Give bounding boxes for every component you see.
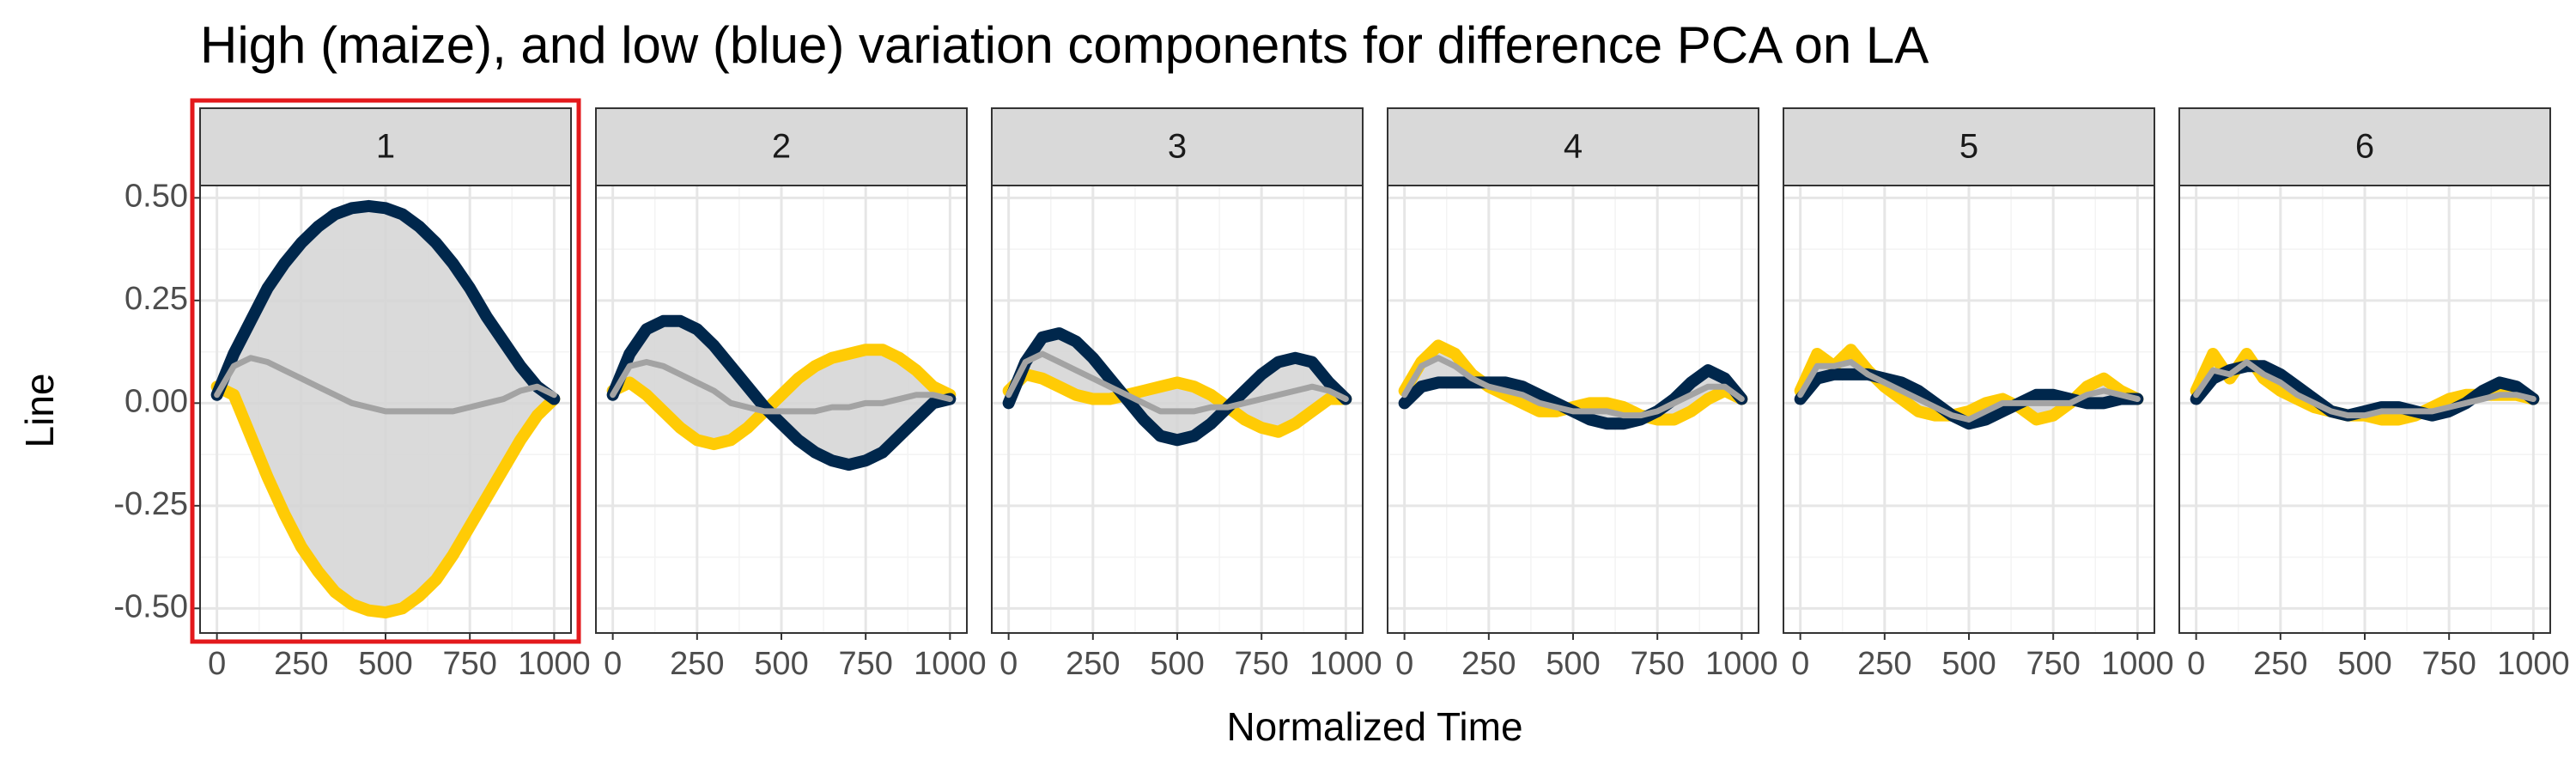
facet-strip bbox=[2178, 107, 2551, 186]
series-line bbox=[1002, 327, 1352, 447]
x-tick-label: 250 bbox=[1461, 646, 1516, 682]
x-tick-label: 1000 bbox=[1705, 646, 1778, 682]
chart-title: High (maize), and low (blue) variation c… bbox=[200, 16, 1929, 74]
series-line bbox=[1005, 350, 1349, 415]
x-tick-label: 500 bbox=[1150, 646, 1204, 682]
series-line bbox=[210, 199, 561, 405]
series-line bbox=[1401, 355, 1745, 419]
x-tick-label: 0 bbox=[1395, 646, 1413, 682]
facet-label: 1 bbox=[376, 128, 395, 166]
series-line bbox=[210, 380, 561, 619]
ribbon bbox=[612, 320, 951, 466]
x-tick-label: 1000 bbox=[1309, 646, 1382, 682]
series-line bbox=[606, 344, 957, 451]
facet-strip bbox=[991, 107, 1364, 186]
x-tick-label: 0 bbox=[604, 646, 622, 682]
x-tick-label: 250 bbox=[1857, 646, 1911, 682]
x-tick-label: 0 bbox=[208, 646, 226, 682]
x-tick-label: 500 bbox=[1546, 646, 1600, 682]
series-line bbox=[1002, 368, 1352, 438]
facet-strip bbox=[1783, 107, 2155, 186]
x-tick-label: 500 bbox=[1941, 646, 1996, 682]
x-tick-label: 750 bbox=[1630, 646, 1684, 682]
x-tick-label: 0 bbox=[2187, 646, 2205, 682]
y-axis-title: Line bbox=[17, 374, 62, 448]
series-line bbox=[610, 359, 953, 415]
x-tick-label: 0 bbox=[1791, 646, 1809, 682]
x-tick-label: 250 bbox=[2253, 646, 2307, 682]
x-axis-title: Normalized Time bbox=[1226, 704, 1522, 749]
facet-strip bbox=[595, 107, 968, 186]
x-tick-label: 250 bbox=[1066, 646, 1120, 682]
series-line bbox=[606, 314, 957, 472]
facet-label: 4 bbox=[1564, 128, 1583, 166]
y-tick-label: 0.25 bbox=[125, 281, 188, 317]
facet-label: 3 bbox=[1168, 128, 1187, 166]
x-tick-label: 750 bbox=[2421, 646, 2476, 682]
series-line bbox=[1794, 344, 2144, 426]
x-tick-label: 500 bbox=[754, 646, 808, 682]
x-tick-label: 1000 bbox=[2497, 646, 2570, 682]
facet-strip bbox=[1387, 107, 1759, 186]
x-tick-label: 750 bbox=[838, 646, 892, 682]
x-tick-label: 500 bbox=[358, 646, 412, 682]
x-tick-label: 1000 bbox=[2101, 646, 2174, 682]
x-tick-label: 1000 bbox=[914, 646, 987, 682]
y-tick-label: -0.25 bbox=[113, 486, 188, 522]
x-tick-label: 250 bbox=[670, 646, 724, 682]
facet-label: 5 bbox=[1959, 128, 1978, 166]
x-tick-label: 750 bbox=[2026, 646, 2080, 682]
y-tick-label: 0.50 bbox=[125, 178, 188, 214]
facet-label: 6 bbox=[2355, 128, 2374, 166]
y-tick-label: -0.50 bbox=[113, 588, 188, 624]
x-tick-label: 1000 bbox=[518, 646, 591, 682]
x-tick-label: 750 bbox=[442, 646, 496, 682]
facet-label: 2 bbox=[772, 128, 791, 166]
x-tick-label: 500 bbox=[2337, 646, 2391, 682]
series-line bbox=[1794, 368, 2144, 430]
highlight-box bbox=[190, 98, 581, 644]
y-tick-label: 0.00 bbox=[125, 383, 188, 419]
facet-strip bbox=[199, 107, 572, 186]
series-line bbox=[214, 355, 557, 415]
series-line bbox=[1797, 359, 2141, 423]
x-tick-label: 0 bbox=[999, 646, 1018, 682]
x-tick-label: 250 bbox=[274, 646, 328, 682]
x-tick-label: 750 bbox=[1234, 646, 1288, 682]
series-line bbox=[2193, 359, 2537, 419]
